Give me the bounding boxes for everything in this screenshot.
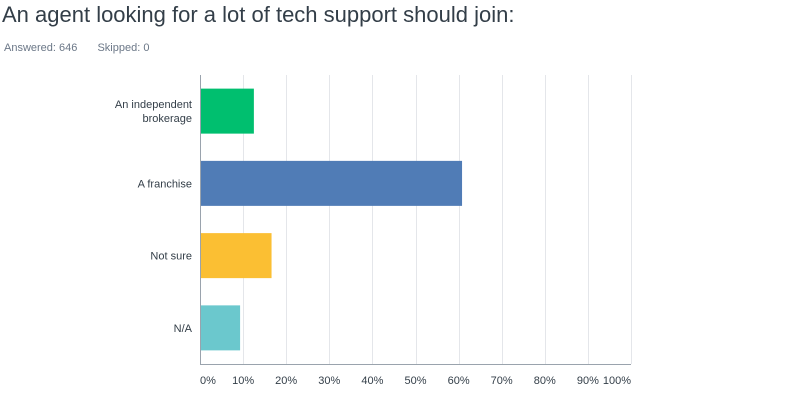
bar[interactable] [200, 305, 241, 351]
x-tick-label: 0% [200, 375, 216, 387]
category-label: A franchise [138, 178, 192, 190]
answered-count: Answered: 646 [4, 42, 78, 54]
x-tick-label: 50% [404, 375, 426, 387]
x-tick-label: 30% [318, 375, 340, 387]
x-tick-label: 100% [603, 375, 631, 387]
bars [200, 88, 463, 351]
x-tick-label: 70% [491, 375, 513, 387]
response-stats: Answered: 646 Skipped: 0 [4, 42, 149, 54]
bar[interactable] [200, 88, 254, 134]
skipped-count: Skipped: 0 [97, 42, 150, 54]
x-tick-label: 10% [232, 375, 254, 387]
category-labels: An independent brokerage A franchise Not su… [115, 99, 193, 335]
bar[interactable] [200, 160, 463, 206]
bar[interactable] [200, 233, 272, 279]
category-label: An independent brokerage [115, 99, 192, 125]
x-tick-labels: 0% 10% 20% 30% 40% 50% 60% 70% 80% 90% 100% [200, 375, 631, 387]
axes [200, 75, 631, 365]
question-title: An agent looking for a lot of tech suppo… [2, 2, 515, 27]
x-tick-label: 80% [534, 375, 556, 387]
x-tick-label: 60% [448, 375, 470, 387]
x-tick-label: 40% [361, 375, 383, 387]
grid-lines [243, 75, 632, 364]
category-label: N/A [174, 323, 193, 335]
x-tick-label: 90% [577, 375, 599, 387]
category-label: Not sure [150, 251, 192, 263]
x-tick-label: 20% [275, 375, 297, 387]
